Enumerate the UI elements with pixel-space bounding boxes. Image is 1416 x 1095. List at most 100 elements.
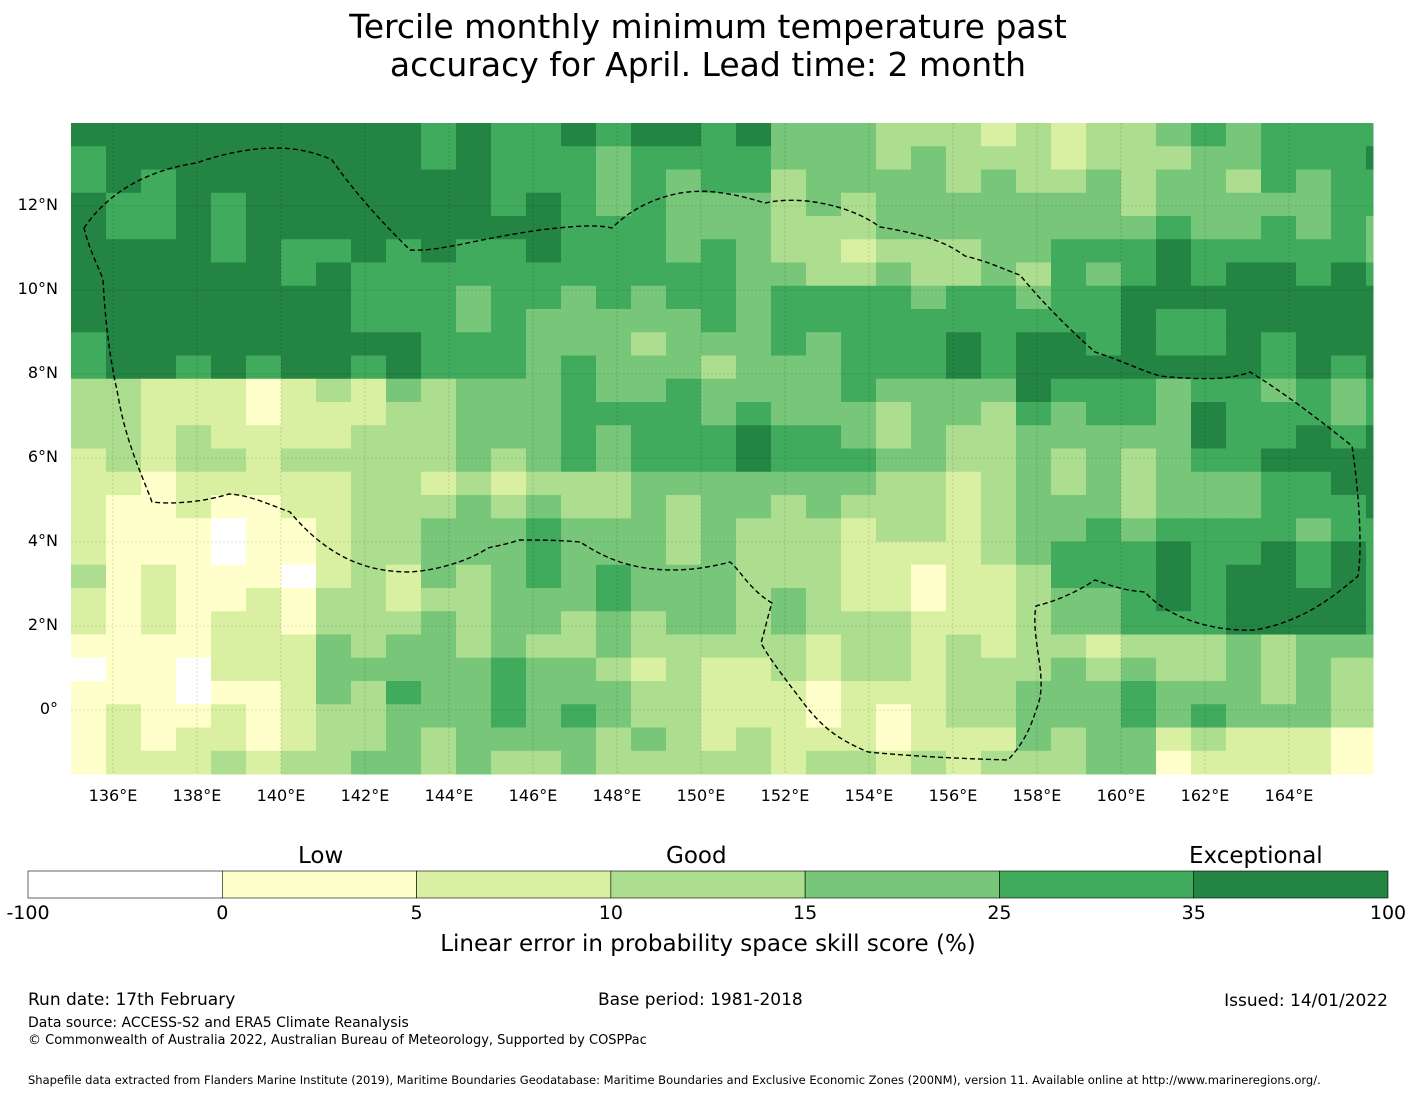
grid-cell: [246, 588, 282, 612]
grid-cell: [141, 216, 177, 240]
grid-cell: [176, 285, 212, 310]
grid-cell: [981, 285, 1017, 310]
grid-cell: [1121, 681, 1157, 705]
grid-cell: [456, 146, 492, 170]
grid-cell: [1016, 564, 1052, 589]
grid-cell: [176, 727, 212, 752]
grid-cell: [596, 355, 632, 380]
grid-cell: [1156, 541, 1192, 566]
grid-cell: [1226, 634, 1262, 659]
grid-cell: [1261, 448, 1297, 473]
grid-cell: [946, 564, 982, 589]
grid-cell: [351, 727, 387, 752]
grid-cell: [561, 588, 597, 612]
grid-cell: [106, 750, 142, 775]
grid-cell: [211, 239, 247, 263]
grid-cell: [316, 634, 352, 659]
grid-cell: [421, 355, 457, 380]
grid-cell: [246, 378, 282, 403]
grid-cell: [1086, 309, 1122, 333]
grid-cell: [246, 425, 282, 449]
grid-cell: [526, 355, 562, 380]
grid-cell: [246, 541, 282, 566]
grid-cell: [1016, 541, 1052, 566]
grid-cell: [211, 564, 247, 589]
grid-cell: [561, 169, 597, 194]
grid-cell: [1296, 495, 1332, 519]
grid-cell: [1121, 541, 1157, 566]
grid-cell: [1016, 262, 1052, 287]
grid-cell: [351, 192, 387, 217]
grid-cell: [1191, 541, 1227, 566]
grid-cell: [771, 378, 807, 403]
longitude-tick-label: 162°E: [1180, 786, 1230, 805]
grid-cell: [1366, 588, 1374, 612]
grid-cell: [281, 541, 317, 566]
grid-cell: [141, 239, 177, 263]
grid-cell: [421, 704, 457, 728]
grid-cell: [1191, 750, 1227, 775]
grid-cell: [736, 146, 772, 170]
grid-cell: [491, 611, 527, 635]
grid-cell: [491, 588, 527, 612]
grid-cell: [211, 611, 247, 635]
grid-cell: [701, 727, 737, 752]
grid-cell: [211, 495, 247, 519]
grid-cell: [701, 681, 737, 705]
grid-cell: [316, 355, 352, 380]
grid-cell: [946, 681, 982, 705]
grid-cell: [1261, 355, 1297, 380]
grid-cell: [946, 518, 982, 542]
grid-cell: [666, 355, 702, 380]
grid-cell: [421, 518, 457, 542]
grid-cell: [386, 448, 422, 473]
grid-cell: [736, 355, 772, 380]
longitude-tick-label: 140°E: [256, 786, 306, 805]
grid-cell: [1051, 332, 1087, 356]
grid-cell: [666, 192, 702, 217]
grid-cell: [1296, 355, 1332, 380]
grid-cell: [806, 471, 842, 496]
grid-cell: [491, 169, 527, 194]
grid-cell: [211, 657, 247, 682]
grid-cell: [561, 262, 597, 287]
grid-cell: [1086, 588, 1122, 612]
grid-cell: [386, 471, 422, 496]
grid-cell: [456, 518, 492, 542]
grid-cell: [841, 704, 877, 728]
grid-cell: [526, 518, 562, 542]
grid-cell: [246, 448, 282, 473]
grid-cell: [911, 192, 947, 217]
grid-cell: [1366, 518, 1374, 542]
grid-cell: [841, 634, 877, 659]
colorbar-segment: [999, 870, 1195, 899]
grid-cell: [701, 146, 737, 170]
grid-cell: [596, 541, 632, 566]
grid-cell: [421, 402, 457, 426]
grid-cell: [246, 564, 282, 589]
grid-cell: [106, 657, 142, 682]
grid-cell: [281, 588, 317, 612]
grid-cell: [1016, 657, 1052, 682]
grid-cell: [806, 332, 842, 356]
eez-boundary: [83, 147, 1361, 761]
grid-cell: [351, 681, 387, 705]
grid-cell: [1051, 657, 1087, 682]
grid-cell: [561, 402, 597, 426]
grid-cell: [1121, 309, 1157, 333]
grid-cell: [1296, 123, 1332, 147]
grid-cell: [1156, 192, 1192, 217]
grid-cell: [71, 611, 107, 635]
grid-cell: [106, 471, 142, 496]
grid-cell: [71, 704, 107, 728]
grid-cell: [1296, 239, 1332, 263]
grid-cell: [351, 541, 387, 566]
grid-cell: [1051, 541, 1087, 566]
grid-cell: [351, 750, 387, 775]
grid-cell: [71, 146, 107, 170]
grid-cell: [771, 285, 807, 310]
grid-cell: [211, 425, 247, 449]
grid-cell: [841, 402, 877, 426]
grid-cell: [631, 309, 667, 333]
grid-cell: [806, 425, 842, 449]
